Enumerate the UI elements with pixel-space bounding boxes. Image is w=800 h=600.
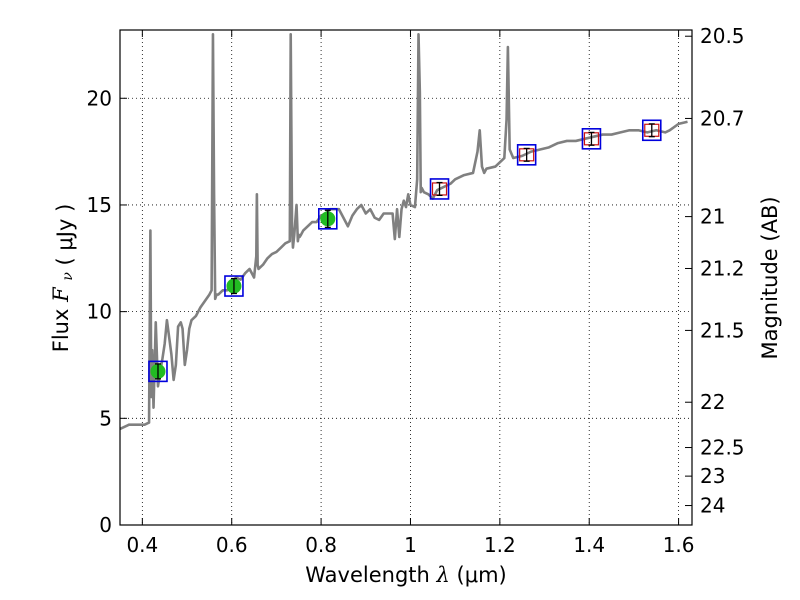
x-axis-label: Wavelength λ (μm) [305, 563, 506, 587]
mag-tick-label: 24 [700, 494, 725, 518]
y-axis-label-symbol: F [49, 286, 73, 303]
x-tick-label: 1.4 [573, 533, 605, 557]
mag-tick-label: 22 [700, 390, 725, 414]
ticks: 0.4 0.6 0.8 1 1.2 1.4 1.6 0 5 10 15 20 20.5 20.7 21 21.… [87, 24, 745, 557]
plot-frame [119, 29, 693, 526]
mag-tick-label: 21.2 [700, 256, 745, 280]
y-axis-label: Flux F ν ( μJy ) [49, 204, 77, 353]
model-box-marker [641, 119, 662, 142]
photometry-point [317, 208, 338, 230]
x-axis-label-unit: (μm) [457, 563, 507, 587]
y-axis-label-text: Flux [49, 309, 73, 353]
photometry-point [516, 144, 537, 166]
y-tick-label: 10 [87, 300, 112, 324]
photometry-point [641, 119, 662, 142]
model-box-marker [148, 360, 168, 383]
x-tick-label: 1 [404, 533, 417, 557]
model-box-marker [224, 275, 244, 297]
x-axis-label-symbol: λ [436, 563, 450, 587]
x-tick-label: 1.2 [484, 533, 516, 557]
model-box-marker [429, 178, 450, 200]
y-axis-label-unit: ( μJy ) [53, 204, 77, 266]
spectrum-layer [120, 32, 688, 431]
model-box-marker [317, 208, 338, 230]
mag-tick-label: 21.5 [700, 318, 745, 342]
mag-tick-label: 20.7 [700, 106, 745, 130]
y-tick-label: 5 [99, 406, 112, 430]
grid [120, 30, 692, 526]
mag-tick-label: 21 [700, 205, 725, 229]
photometry-point [429, 178, 450, 200]
mag-tick-label: 23 [700, 464, 725, 488]
y-tick-label: 0 [99, 513, 112, 537]
x-tick-label: 0.4 [126, 533, 158, 557]
mag-tick-label: 20.5 [700, 24, 745, 48]
photometry-point [224, 275, 244, 297]
model-box-marker [516, 144, 537, 166]
photometry-point [148, 360, 168, 383]
spectrum-line [120, 32, 688, 431]
photometry-layer [148, 119, 662, 383]
photometry-point [581, 128, 602, 150]
model-box-marker [581, 128, 602, 150]
x-axis-label-text: Wavelength [305, 563, 430, 587]
right-axis-label: Magnitude (AB) [758, 196, 782, 359]
y-tick-label: 15 [87, 193, 112, 217]
x-tick-label: 0.8 [305, 533, 337, 557]
x-tick-label: 1.6 [663, 533, 695, 557]
x-tick-label: 0.6 [216, 533, 248, 557]
mag-tick-label: 22.5 [700, 436, 745, 460]
y-axis-label-subscript: ν [60, 272, 76, 281]
y-tick-label: 20 [87, 86, 112, 110]
